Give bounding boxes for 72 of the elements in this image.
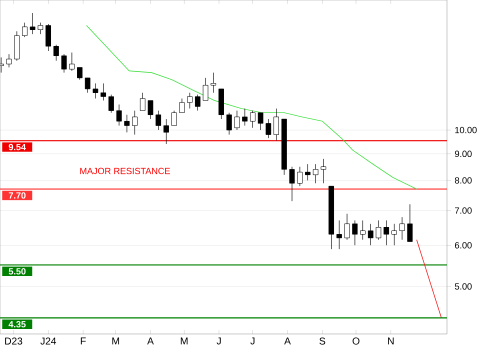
candlestick [391,224,397,246]
candlestick [274,108,280,141]
candlestick [164,118,169,144]
x-tick-label: J [216,338,221,344]
x-tick-label: O [352,338,360,345]
candlestick [360,220,366,240]
candlestick [376,220,382,240]
candlestick [148,100,154,120]
candlestick [297,166,303,186]
candlestick [336,220,342,250]
candlestick [250,110,256,128]
candlestick [84,78,90,94]
candlestick [132,110,138,135]
candlestick [202,78,208,101]
candlestick [344,213,350,240]
y-tick-label: 8.00 [454,177,472,184]
candlestick [14,30,20,61]
candlestick [38,22,44,34]
ref-line-label: 9.54 [8,144,26,150]
candlestick [69,52,75,72]
x-tick-label: F [80,338,86,344]
candlestick [407,204,413,242]
candlestick [194,94,200,111]
candlestick [92,83,98,99]
candlestick [305,164,310,181]
candlestick [179,98,185,113]
y-tick-label: 9.00 [454,150,472,158]
candlestick [312,164,318,184]
candlestick [320,158,326,184]
candlestick [399,216,405,240]
candlestick [22,22,28,38]
candlestick [171,110,177,126]
candlestick [187,92,193,109]
ref-line-label: 7.70 [8,192,26,199]
candlestick [46,24,52,52]
y-tick-label: 10.00 [455,126,477,134]
x-tick-label: M [112,338,120,344]
candlestick [124,114,130,133]
candlestick [384,220,390,246]
candlestick [100,83,106,101]
candlestick [156,110,162,130]
candlestick [234,110,240,130]
x-tick-label: D23 [5,338,22,345]
x-tick-label: A [284,338,291,344]
x-tick-label: M [180,338,188,344]
x-tick-label: S [319,338,326,345]
y-tick-label: 6.00 [454,242,472,248]
candlestick [242,108,248,126]
candlestick [30,12,36,34]
x-tick-label: J24 [40,338,56,345]
candlestick [53,44,59,61]
candlestick [266,118,272,138]
x-tick-label: A [147,338,154,344]
candlestick [226,112,232,135]
candlestick [289,166,295,202]
candlestick [116,104,122,126]
candlestick [210,72,216,94]
ref-line-label: 5.50 [8,268,26,275]
annotation: MAJOR RESISTANCE [80,168,170,174]
candlestick [140,92,146,111]
candlestick [352,220,358,246]
candlestick [258,112,264,130]
y-tick-label: 7.00 [454,207,472,214]
candlestick [77,67,82,80]
ref-line-label: 4.35 [8,321,26,328]
candlestick [61,54,67,73]
y-tick-label: 5.00 [454,283,472,290]
x-tick-label: J [250,338,254,344]
candlestick [108,94,114,113]
candlestick [6,54,12,68]
x-tick-label: N [388,338,394,344]
candlestick [368,224,374,246]
